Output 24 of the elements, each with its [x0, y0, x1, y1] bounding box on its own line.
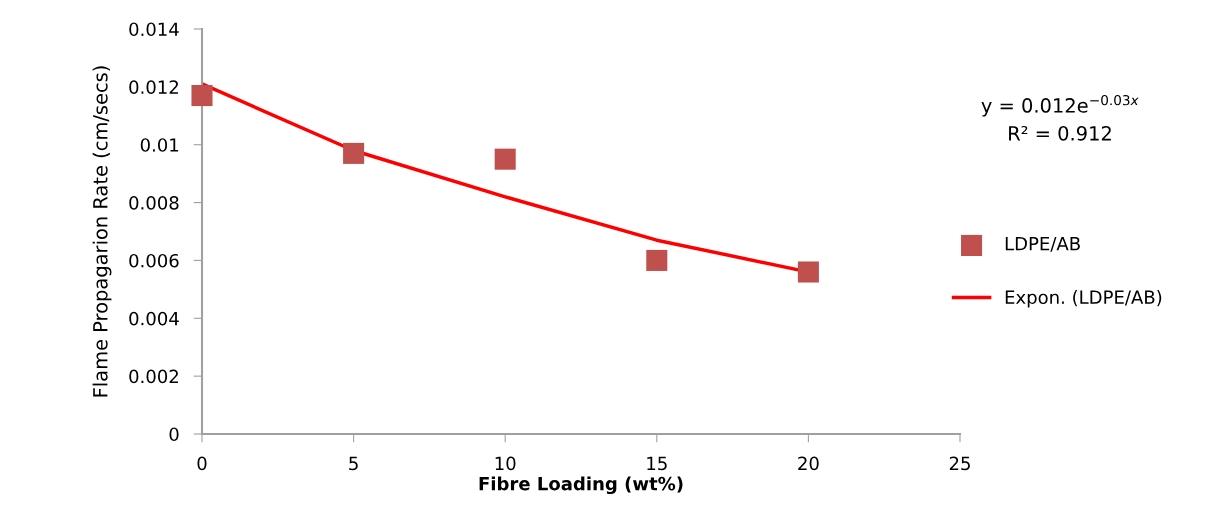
- y-axis-title: Flame Propagarion Rate (cm/secs): [92, 66, 112, 397]
- x-axis-title: Fibre Loading (wt%): [479, 476, 683, 495]
- point: [343, 142, 365, 164]
- y-tick-label: 0.012: [129, 80, 178, 94]
- point: [646, 249, 668, 271]
- y-tick-label: 0: [169, 427, 179, 442]
- x-tick-label: 25: [949, 456, 970, 471]
- text: y = 0.012e$^{−0.03x}$ R² = 0.912: [981, 95, 1139, 141]
- y-tick-label: 0.002: [129, 369, 178, 384]
- y-tick-label: 0.008: [129, 196, 179, 210]
- point: [191, 85, 213, 107]
- x-tick-label: 0: [197, 456, 207, 471]
- x-tick-label: 20: [798, 456, 819, 471]
- y-tick-label: 0.004: [129, 311, 179, 326]
- point: [797, 261, 819, 283]
- legend-label: LDPE/AB: [1005, 237, 1080, 252]
- x-tick-label: 10: [495, 456, 516, 471]
- point: [494, 148, 516, 170]
- y-tick-label: 0.01: [140, 138, 179, 152]
- legend-label: Expon. (LDPE/AB): [1005, 290, 1162, 308]
- x-tick-label: 5: [349, 456, 358, 471]
- y-tick-label: 0.006: [129, 253, 179, 268]
- x-tick-label: 15: [647, 456, 667, 471]
- y-tick-label: 0.014: [129, 22, 179, 37]
